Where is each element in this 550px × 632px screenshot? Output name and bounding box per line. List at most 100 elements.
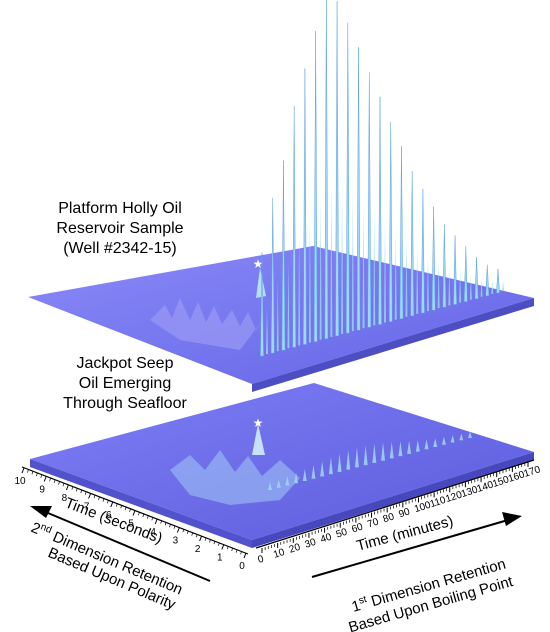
second-minor-tick	[120, 505, 123, 509]
second-minor-tick	[80, 489, 83, 494]
lower-peak	[389, 441, 394, 459]
lower-peak	[268, 482, 272, 490]
upper-secondary-peak	[469, 274, 472, 300]
lower-label-line-3: Through Seafloor	[63, 395, 187, 412]
second-minor-tick	[75, 488, 78, 492]
minute-tick-label: 100	[413, 500, 433, 516]
upper-secondary-peak	[405, 239, 408, 317]
upper-peak	[453, 235, 457, 305]
second-minor-tick	[35, 472, 38, 477]
second-tick-label: 1	[217, 553, 223, 564]
second-minor-tick	[53, 479, 56, 484]
lower-peak	[363, 445, 368, 466]
second-minor-tick	[226, 546, 229, 550]
upper-peaks	[260, 0, 504, 357]
upper-peak	[410, 171, 415, 317]
upper-secondary-peak	[287, 262, 290, 349]
lower-peak	[468, 431, 472, 438]
lower-peak	[346, 450, 351, 470]
first-dimension-sup: st	[357, 594, 368, 607]
lower-surface-side	[252, 452, 534, 548]
upper-peak	[345, 22, 350, 334]
first-dimension-arrowhead	[502, 512, 522, 526]
upper-peak	[335, 1, 339, 337]
minute-tick-label: 70	[366, 516, 380, 530]
upper-secondary-peak	[298, 236, 301, 346]
second-tick	[43, 476, 47, 482]
upper-sample-label: Platform Holly Oil Reservoir Sample (Wel…	[20, 199, 220, 259]
upper-secondary-peak	[448, 268, 451, 306]
lower-peak	[381, 442, 386, 461]
upper-peak	[496, 268, 500, 294]
second-minor-tick	[58, 481, 60, 485]
second-minor-tick	[186, 530, 189, 535]
upper-secondary-peak	[362, 200, 365, 329]
upper-peak	[399, 146, 404, 320]
lower-peak	[450, 435, 455, 443]
minute-tick-label: 170	[523, 464, 543, 480]
second-minor-tick	[240, 551, 242, 555]
second-minor-tick	[204, 537, 207, 541]
second-minor-tick	[62, 483, 65, 487]
lower-peak	[285, 476, 290, 486]
lower-peak	[294, 472, 299, 484]
upper-tall-plateau	[256, 268, 266, 298]
second-minor-tick	[138, 512, 140, 516]
lower-hills	[170, 450, 300, 505]
second-minor-tick	[209, 539, 211, 543]
minute-tick-label: 160	[507, 469, 527, 485]
second-minor-tick	[129, 508, 131, 512]
upper-peak	[303, 68, 307, 345]
second-tick-label: 3	[173, 536, 179, 547]
minute-tick-label: 40	[319, 532, 333, 546]
upper-peak	[260, 252, 264, 357]
second-minor-tick	[218, 542, 220, 546]
second-minor-tick	[98, 496, 100, 501]
lower-peak	[424, 439, 429, 450]
upper-surface-side	[252, 298, 534, 392]
second-tick	[221, 544, 225, 550]
lower-sample-label: Jackpot Seep Oil Emerging Through Seaflo…	[25, 354, 225, 414]
lower-peak	[320, 461, 325, 477]
upper-peak	[431, 206, 436, 311]
second-minor-tick	[231, 547, 234, 552]
minute-tick-label: 140	[476, 479, 496, 495]
lower-peaks	[268, 431, 472, 490]
upper-secondary-peak	[502, 280, 504, 291]
second-tick-label: 2	[195, 544, 201, 555]
upper-peak	[442, 224, 447, 308]
upper-hills	[150, 298, 264, 350]
lower-surface-plane	[30, 383, 534, 540]
minute-tick-label: 150	[491, 474, 511, 490]
axis-minutes-line	[255, 459, 535, 549]
minute-tick-label: 10	[272, 547, 286, 561]
upper-surface-plane	[28, 246, 534, 384]
lower-peak-marker: ★	[253, 416, 264, 430]
second-tick-label: 5	[128, 519, 134, 530]
minute-tick-label: 50	[335, 527, 349, 541]
upper-secondary-peak	[373, 210, 376, 326]
lower-peak	[398, 441, 403, 457]
lower-central-cone	[252, 424, 265, 455]
upper-secondary-peak	[437, 261, 440, 309]
second-minor-tick	[164, 522, 167, 526]
upper-secondary-peak	[480, 278, 483, 297]
minute-tick-label: 20	[288, 542, 302, 556]
upper-label-line-2: Reservoir Sample	[56, 220, 184, 237]
second-minor-tick	[169, 523, 171, 528]
upper-secondary-peak	[459, 271, 462, 303]
lower-peak	[415, 440, 420, 452]
upper-surface: ★	[28, 246, 534, 392]
lower-peak	[311, 465, 316, 479]
upper-secondary-peak	[276, 281, 279, 352]
upper-peak	[367, 72, 372, 328]
upper-peak	[421, 188, 425, 314]
upper-peak	[356, 47, 361, 331]
upper-peak	[270, 197, 275, 354]
lower-peak	[276, 479, 281, 488]
lower-peak	[354, 447, 359, 468]
upper-peak	[388, 121, 393, 322]
upper-secondary-peak	[319, 199, 322, 340]
upper-secondary-peak	[416, 248, 419, 314]
lower-peak	[459, 433, 464, 441]
